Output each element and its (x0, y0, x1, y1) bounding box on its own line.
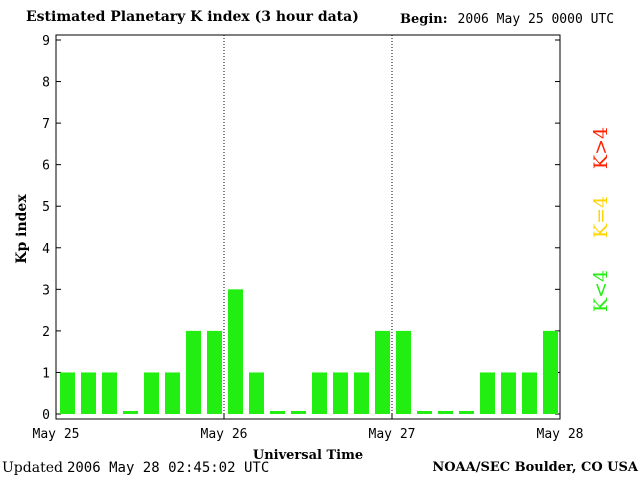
kp-bar (543, 330, 558, 414)
chart-title: Estimated Planetary K index (3 hour data… (26, 9, 359, 25)
kp-bar (144, 372, 159, 414)
kp-bar (333, 372, 348, 414)
y-tick-label: 2 (42, 325, 50, 340)
legend-k-greater-4: K>4 (590, 126, 612, 170)
kp-bar (270, 411, 285, 414)
legend-k-less-4: K<4 (590, 269, 612, 313)
legend-k-equal-4: K=4 (590, 195, 612, 239)
x-tick-label: May 25 (33, 427, 80, 442)
kp-bar (186, 330, 201, 414)
begin-value: 2006 May 25 0000 UTC (457, 12, 615, 27)
kp-bar (438, 411, 453, 414)
kp-bar (207, 330, 222, 414)
kp-bar (312, 372, 327, 414)
kp-bar (102, 372, 117, 414)
y-tick-label: 8 (42, 76, 50, 91)
y-tick-label: 5 (42, 200, 50, 215)
y-tick-label: 7 (42, 117, 50, 132)
day-separators (223, 35, 393, 419)
y-tick-label: 3 (42, 283, 50, 298)
y-axis-label: Kp index (14, 194, 30, 264)
x-tick-label: May 28 (537, 427, 584, 442)
x-tick-label: May 27 (369, 427, 416, 442)
x-tick-label: May 26 (201, 427, 248, 442)
kp-bar (291, 411, 306, 414)
y-tick-label: 9 (42, 34, 50, 49)
y-tick-label: 4 (42, 242, 50, 257)
x-axis-label: Universal Time (252, 448, 364, 463)
kp-bar (60, 372, 75, 414)
y-tick-label: 1 (42, 366, 50, 381)
begin-info: Begin: 2006 May 25 0000 UTC (400, 12, 614, 27)
begin-label: Begin: (400, 12, 448, 27)
kp-bar (375, 330, 390, 414)
kp-bar (459, 411, 474, 414)
kp-bar (81, 372, 96, 414)
kp-bar (480, 372, 495, 414)
kp-bar (354, 372, 369, 414)
data-source: NOAA/SEC Boulder, CO USA (432, 460, 638, 475)
kp-bar (165, 372, 180, 414)
plot-frame (55, 34, 561, 420)
y-tick-label: 0 (42, 408, 50, 423)
bars (60, 289, 558, 414)
kp-bar (123, 411, 138, 414)
kp-bar (228, 289, 243, 414)
kp-bar (249, 372, 264, 414)
updated-info: Updated 2006 May 28 02:45:02 UTC (2, 460, 269, 476)
y-tick-label: 6 (42, 159, 50, 174)
updated-value: 2006 May 28 02:45:02 UTC (66, 460, 270, 476)
kp-bar (396, 330, 411, 414)
x-axis: May 25 May 26 May 27 May 28 (33, 413, 584, 442)
y-axis: 0 1 2 3 4 5 6 7 8 9 (42, 34, 560, 423)
kp-bar (417, 411, 432, 414)
updated-label: Updated (2, 460, 63, 476)
kp-bar (501, 372, 516, 414)
kp-bar (522, 372, 537, 414)
